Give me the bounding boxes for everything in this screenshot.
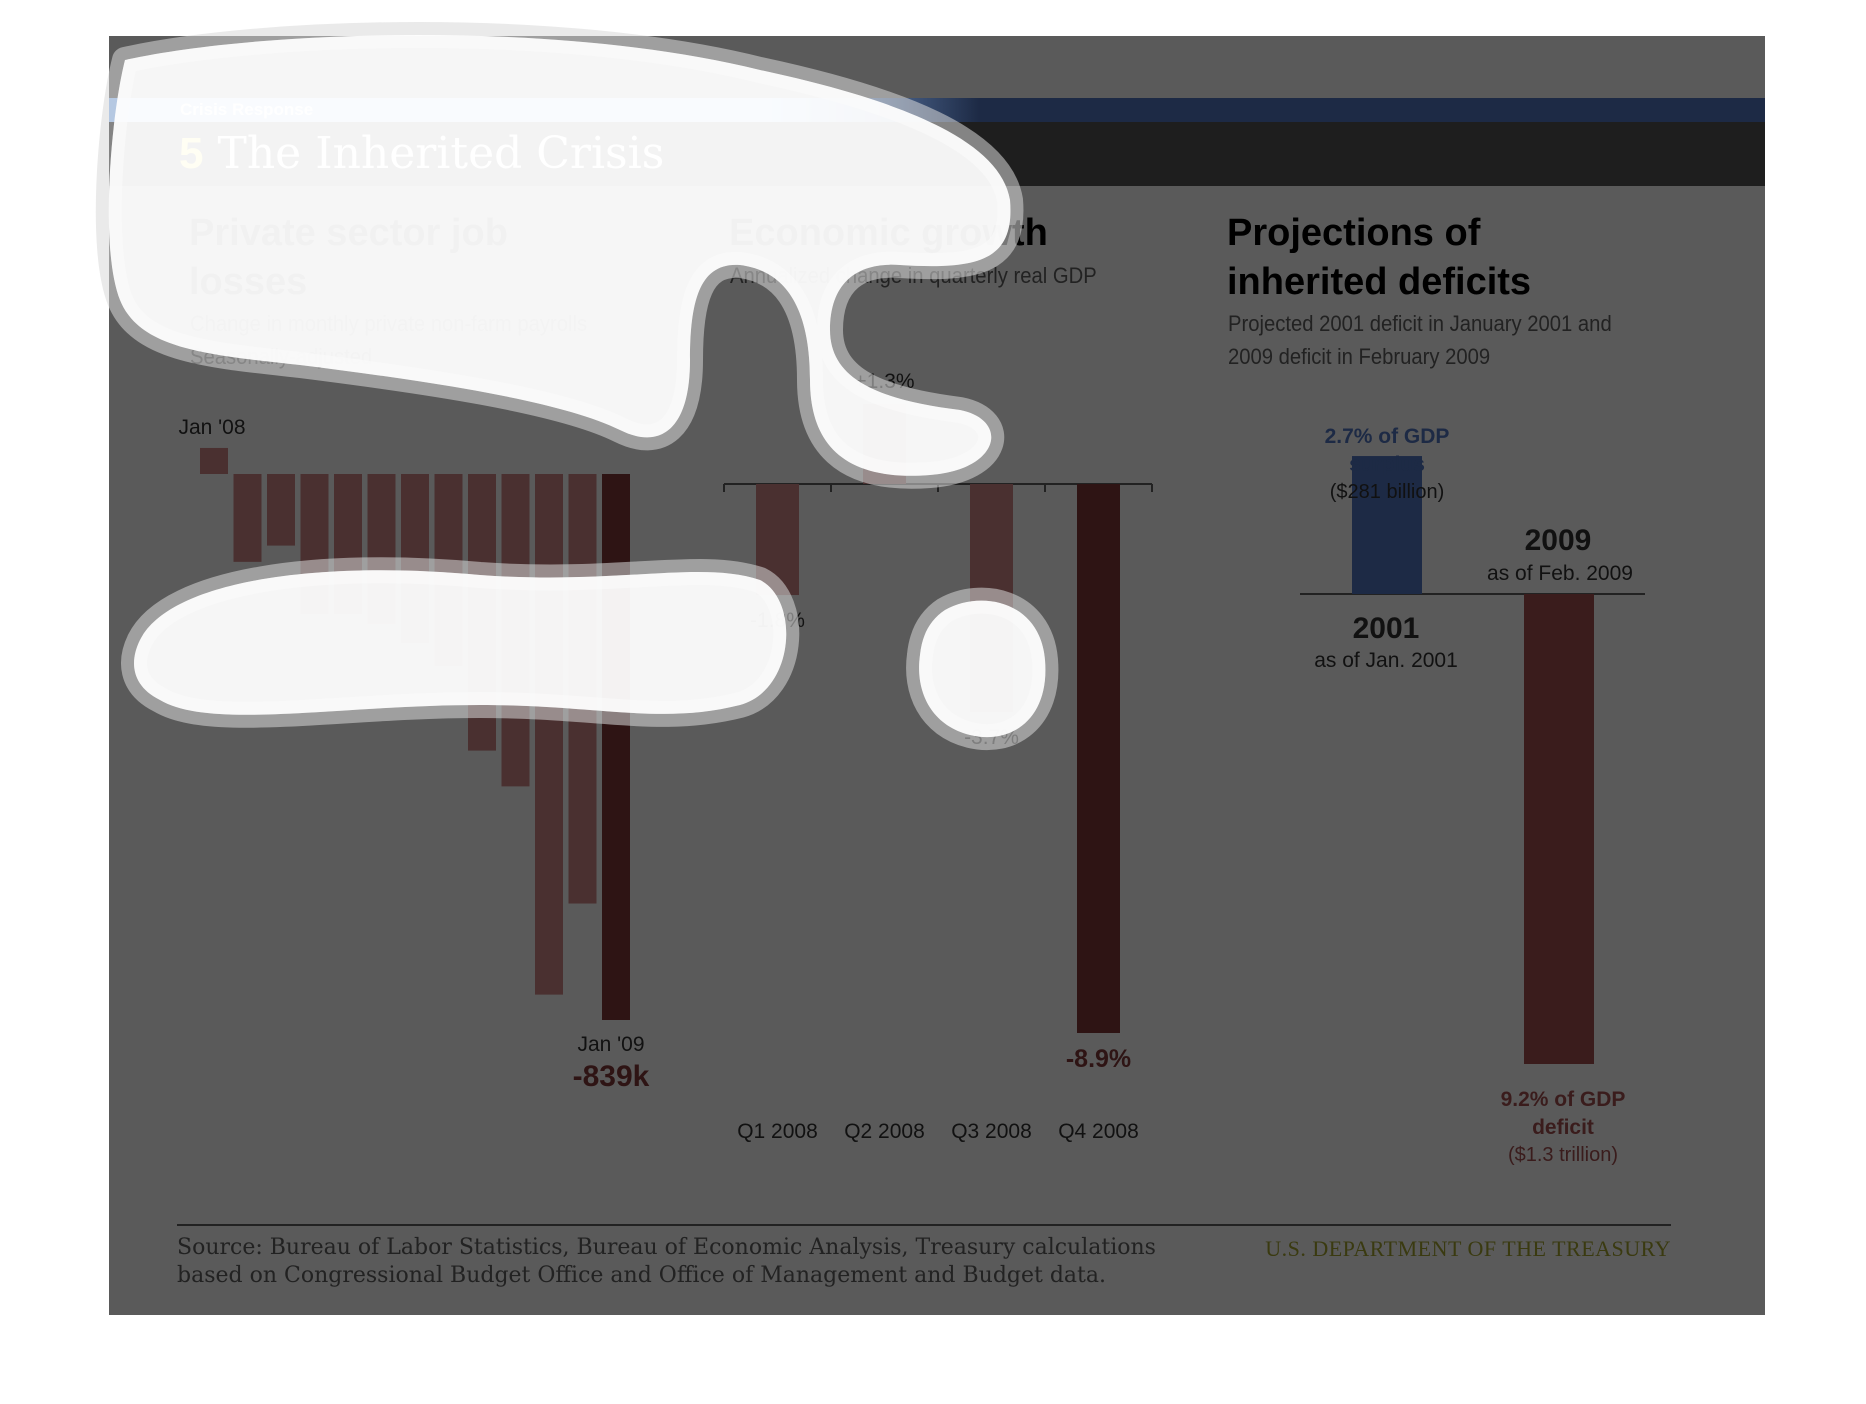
growth-panel-title: Economic growth — [729, 212, 1048, 254]
section-label: Crisis Response — [180, 100, 314, 119]
title-number: 5 — [179, 129, 204, 178]
deficit-panel-subtitle-2: 2009 deficit in February 2009 — [1228, 344, 1491, 369]
growth-panel-subtitle: Annualized change in quarterly real GDP — [730, 263, 1097, 288]
deficit-panel-title-2: inherited deficits — [1227, 261, 1532, 303]
slide: Crisis Response 5 The Inherited Crisis P… — [109, 36, 1765, 1315]
deficit-panel-subtitle-1: Projected 2001 deficit in January 2001 a… — [1228, 311, 1612, 336]
title-text: The Inherited Crisis — [217, 128, 665, 179]
agency-name: U.S. DEPARTMENT OF THE TREASURY — [1265, 1236, 1671, 1261]
source-line-1: Source: Bureau of Labor Statistics, Bure… — [177, 1235, 1156, 1260]
source-line-2: based on Congressional Budget Office and… — [177, 1263, 1106, 1288]
jobs-panel-subtitle-2: Seasonally-adjusted — [190, 344, 373, 369]
source-note: Source: Bureau of Labor Statistics, Bure… — [177, 1234, 1157, 1290]
jobs-panel-title: Private sector job losses — [189, 212, 508, 303]
footer-rule — [177, 1224, 1671, 1226]
slide-title: 5 The Inherited Crisis — [179, 128, 664, 179]
deficit-panel-title-1: Projections of — [1227, 212, 1481, 254]
jobs-panel-subtitle-1: Change in monthly private non-farm payro… — [190, 311, 588, 336]
